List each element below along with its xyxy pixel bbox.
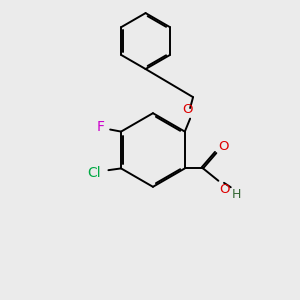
- Text: O: O: [182, 103, 193, 116]
- Text: H: H: [232, 188, 241, 201]
- Text: F: F: [96, 120, 104, 134]
- Text: Cl: Cl: [87, 166, 100, 180]
- Text: O: O: [218, 140, 228, 152]
- Text: O: O: [219, 183, 230, 196]
